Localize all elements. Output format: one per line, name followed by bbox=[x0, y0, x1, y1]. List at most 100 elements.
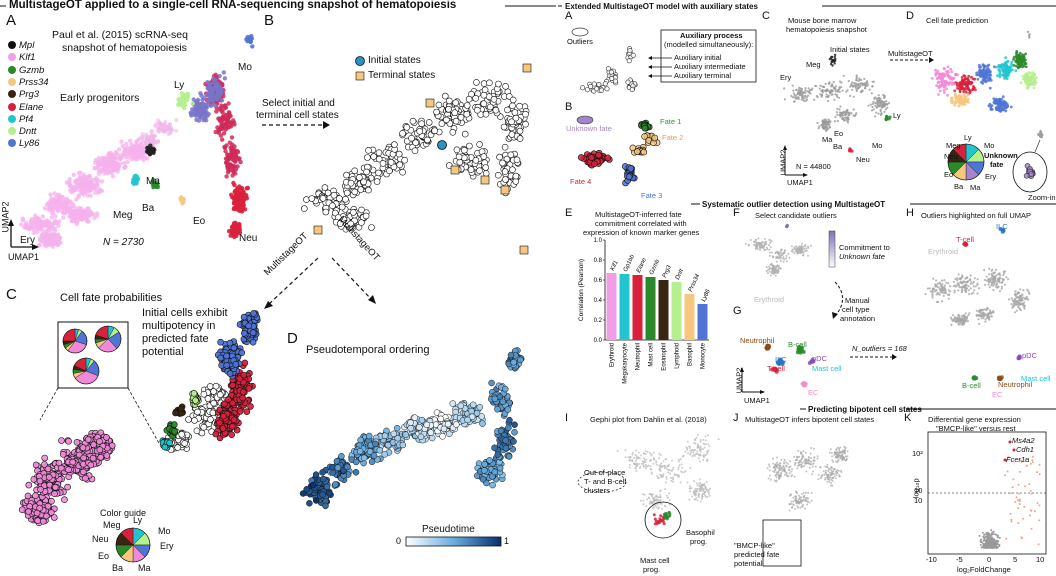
h-pdc: pDC bbox=[1022, 351, 1038, 360]
e-gene-label: Gp1bb bbox=[623, 253, 636, 272]
e-category-label: Basophil bbox=[688, 343, 694, 366]
guide-meg: Meg bbox=[103, 520, 121, 530]
legend-dot bbox=[8, 102, 16, 111]
i-mast-1: Mast cell bbox=[640, 556, 670, 565]
d-pie-ly: Ly bbox=[964, 133, 972, 142]
d-pie-mo: Mo bbox=[984, 141, 995, 150]
right-c-mo: Mo bbox=[872, 141, 883, 150]
legend-dot bbox=[8, 90, 16, 99]
terminal-state-marker bbox=[519, 245, 529, 255]
initial-states-legend: Initial states bbox=[368, 55, 421, 66]
legend-item-ly86: Ly86 bbox=[8, 138, 39, 149]
h-tcell: T-cell bbox=[956, 235, 974, 244]
h-bcell: B-cell bbox=[962, 381, 981, 390]
k-xtick-2: -5 bbox=[956, 555, 963, 564]
right-panel-c-umap bbox=[783, 53, 892, 153]
right-c-ly: Ly bbox=[893, 111, 901, 120]
bmcp-inset bbox=[762, 519, 802, 567]
guide-eo: Eo bbox=[98, 551, 110, 561]
panel-c-letter: C bbox=[6, 286, 17, 303]
zoom-in-label: Zoom-in bbox=[1028, 193, 1056, 202]
e-ytick-label: 0.6 bbox=[594, 278, 603, 284]
right-panel-e-bar-chart: 0.0 0.2 0.4 0.6 0.8 1.0 Correlation (Pearson) K… bbox=[578, 238, 712, 384]
right-panel-i-gephi bbox=[577, 434, 720, 539]
panel-c-note-3: predicted fate bbox=[142, 333, 209, 345]
right-b-letter: B bbox=[565, 101, 573, 113]
fate4-label: Fate 4 bbox=[570, 177, 592, 186]
right-d-title: Cell fate prediction bbox=[926, 16, 989, 25]
legend-label: Klf1 bbox=[19, 52, 36, 64]
umap2-label: UMAP2 bbox=[0, 201, 11, 233]
right-g-axes bbox=[740, 367, 765, 394]
f-colorbar-1: Commitment to bbox=[839, 243, 890, 252]
right-c-umap2: UMAP2 bbox=[778, 149, 788, 176]
panel-c-title: Cell fate probabilities bbox=[60, 292, 163, 304]
color-guide-label: Color guide bbox=[100, 508, 147, 518]
i-note-2: T- and B-cell bbox=[584, 477, 627, 486]
aux-terminal: Auxiliary terminal bbox=[674, 71, 732, 80]
e-bar-erythroid bbox=[606, 273, 617, 340]
right-k-title-1: Differential gene expression bbox=[928, 415, 1021, 424]
k-xtick-5: 10 bbox=[1036, 555, 1045, 564]
e-gene-label: Ly86 bbox=[701, 288, 712, 303]
legend-label: Prss34 bbox=[19, 76, 49, 88]
e-category-label: Mast cell bbox=[649, 343, 655, 367]
unknown-fate-label: Unknown fate bbox=[566, 124, 612, 133]
e-bar-lymphoid bbox=[671, 282, 682, 340]
right-c-title-1: Mouse bone marrow bbox=[788, 16, 857, 25]
h-ec: EC bbox=[992, 390, 1003, 399]
h-mastcell: Mast cell bbox=[1021, 374, 1051, 383]
right-j-title: MultistageOT infers bipotent cell states bbox=[745, 415, 875, 424]
manual-3: annotation bbox=[840, 314, 876, 323]
legend-label: Pf4 bbox=[19, 113, 34, 125]
right-panel-a-graph bbox=[571, 27, 638, 94]
legend-label: Dntt bbox=[19, 126, 37, 138]
legend-initial-marker bbox=[355, 56, 365, 66]
legend-label: Mpl bbox=[19, 40, 35, 51]
e-ytick-label: 0.2 bbox=[594, 318, 603, 324]
legend-item-mpl: Mpl bbox=[8, 40, 34, 51]
early-progenitors-label: Early progenitors bbox=[60, 92, 140, 104]
right-c-axes bbox=[783, 145, 808, 177]
terminal-state-marker bbox=[313, 225, 323, 235]
g-ec: EC bbox=[808, 388, 819, 397]
cell-label-ery: Ery bbox=[20, 235, 35, 246]
basophil-circle bbox=[644, 501, 682, 539]
panel-c-note-1: Initial cells exhibit bbox=[142, 307, 228, 319]
i-note-1: Out-of-place bbox=[584, 468, 626, 477]
legend-label: Prg3 bbox=[19, 89, 40, 101]
terminal-states-legend: Terminal states bbox=[368, 70, 436, 81]
right-e-letter: E bbox=[565, 207, 573, 219]
cell-label-meg: Meg bbox=[113, 210, 133, 221]
j-note-1: "BMCP-like" bbox=[734, 541, 775, 550]
pseudotime-min: 0 bbox=[396, 536, 402, 546]
select-states-line1: Select initial and bbox=[262, 98, 335, 109]
g-tcell: T-cell bbox=[767, 364, 785, 373]
panel-c-note-4: potential bbox=[142, 346, 184, 358]
e-bar-mast-cell bbox=[645, 277, 656, 340]
legend-dot bbox=[8, 127, 16, 136]
e-gene-label: Dntt bbox=[675, 268, 685, 281]
terminal-state-marker bbox=[480, 175, 490, 185]
pseudotime-label: Pseudotime bbox=[422, 524, 475, 535]
guide-ma: Ma bbox=[138, 563, 151, 573]
e-ylabel: Correlation (Pearson) bbox=[578, 259, 585, 321]
d-pie-neu: Neu bbox=[944, 152, 958, 161]
fate2-label: Fate 2 bbox=[662, 133, 684, 142]
cell-label-ba: Ba bbox=[142, 203, 155, 214]
panel-a-umap bbox=[18, 34, 255, 249]
legend-item-prg3: Prg3 bbox=[8, 89, 39, 100]
panel-b-letter: B bbox=[264, 12, 275, 29]
right-bottom-title: Predicting bipotent cell states bbox=[808, 405, 922, 414]
g-umap2: UMAP2 bbox=[734, 367, 744, 394]
right-c-title-2: hematopoiesis snapshot bbox=[786, 25, 867, 34]
e-bar-eosinophil bbox=[658, 280, 669, 340]
k-xtick-3: 0 bbox=[987, 555, 992, 564]
right-h-letter: H bbox=[906, 207, 914, 219]
right-d-letter: D bbox=[906, 10, 914, 22]
legend-terminal-marker bbox=[355, 71, 365, 81]
j-note-3: potential bbox=[734, 559, 763, 568]
arrow-b-to-c bbox=[264, 257, 319, 309]
e-ytick-label: 0.4 bbox=[594, 298, 603, 304]
guide-ly: Ly bbox=[133, 515, 143, 525]
